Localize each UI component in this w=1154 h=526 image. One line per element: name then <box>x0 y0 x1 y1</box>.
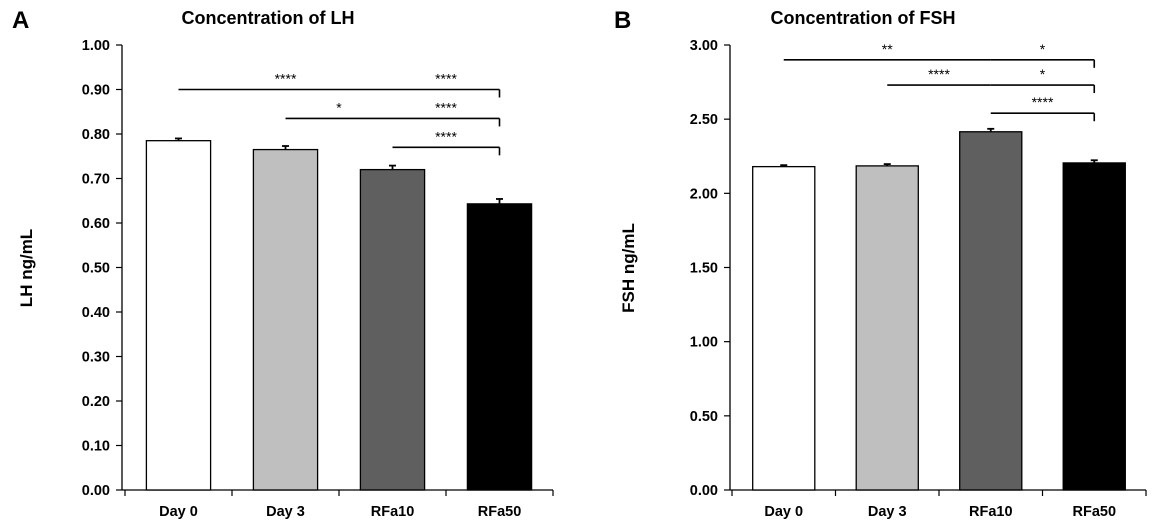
y-tick-label: 3.00 <box>690 38 718 54</box>
y-tick-label: 0.20 <box>82 394 110 410</box>
y-tick-label: 0.00 <box>82 483 110 499</box>
y-tick-label: 0.70 <box>82 172 110 188</box>
y-tick-label: 1.00 <box>690 335 718 351</box>
significance-label: * <box>336 99 342 115</box>
y-tick-label: 0.60 <box>82 216 110 232</box>
x-tick-label: RFa50 <box>1072 504 1116 520</box>
chart-title: Concentration of LH <box>182 8 355 28</box>
y-tick-label: 0.00 <box>690 483 718 499</box>
bar <box>466 203 533 491</box>
y-tick-label: 2.50 <box>690 112 718 128</box>
y-tick-label: 0.50 <box>82 261 110 277</box>
significance-label: **** <box>1032 94 1054 110</box>
significance-label: * <box>1040 41 1046 57</box>
significance-label: **** <box>435 71 457 87</box>
significance-label: **** <box>435 128 457 144</box>
x-tick-label: Day 0 <box>159 504 198 520</box>
y-tick-label: 1.50 <box>690 261 718 277</box>
y-tick-label: 0.90 <box>82 83 110 99</box>
x-tick-label: RFa10 <box>371 504 415 520</box>
bar <box>252 148 319 491</box>
bar <box>855 165 919 491</box>
panel-label: A <box>12 7 29 34</box>
chart-title: Concentration of FSH <box>771 8 956 28</box>
x-tick-label: RFa50 <box>478 504 522 520</box>
y-axis-label: FSH ng/mL <box>619 223 638 313</box>
x-tick-label: Day 3 <box>868 504 907 520</box>
significance-label: **** <box>435 99 457 115</box>
panel-label: B <box>614 7 631 34</box>
y-tick-label: 2.00 <box>690 186 718 202</box>
panel-lh: A Concentration of LH LH ng/mL 0.00 0.10 0… <box>12 7 554 520</box>
significance-label: **** <box>928 66 950 82</box>
y-tick-label: 0.30 <box>82 350 110 366</box>
y-axis-label: LH ng/mL <box>17 229 36 307</box>
y-tick-label: 0.50 <box>690 409 718 425</box>
x-tick-label: Day 3 <box>266 504 305 520</box>
y-tick-label: 0.10 <box>82 439 110 455</box>
bar <box>359 168 426 491</box>
y-tick-label: 0.40 <box>82 305 110 321</box>
panel-fsh: B Concentration of FSH FSH ng/mL 0.00 0.5… <box>614 7 1147 520</box>
bar <box>145 140 212 491</box>
x-tick-label: RFa10 <box>969 504 1013 520</box>
significance-label: * <box>1040 66 1046 82</box>
y-tick-label: 1.00 <box>82 38 110 54</box>
y-tick-label: 0.80 <box>82 127 110 143</box>
significance-label: **** <box>275 71 297 87</box>
bar <box>959 131 1023 491</box>
x-tick-label: Day 0 <box>764 504 803 520</box>
bar <box>1062 162 1126 491</box>
bar <box>752 165 816 491</box>
significance-label: ** <box>882 41 893 57</box>
